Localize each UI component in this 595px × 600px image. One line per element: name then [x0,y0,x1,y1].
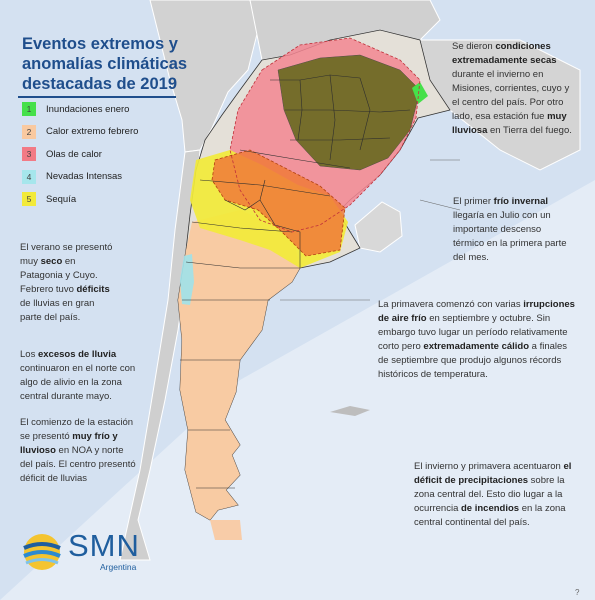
note-segment: durante el invierno en Misiones, corrien… [452,69,570,122]
legend-item: 3 Olas de calor [18,143,168,166]
page-title: Eventos extremos y anomalías climáticas … [22,34,192,94]
note-segment: en Patagonia y Cuyo. Febrero tuvo [20,256,98,295]
legend-label: Sequía [46,193,77,205]
legend-swatch: 5 [22,192,36,207]
smn-logo: SMN Argentina [20,528,180,576]
title-line-1: Eventos extremos y [22,35,178,53]
note-segment: sobre la zona central del. Esto dio luga… [414,475,565,514]
legend-swatch: 1 [22,102,36,117]
note-segment: continuaron en el norte con algo de aliv… [20,363,136,402]
note-segment: Los [20,349,38,360]
note-segment: en NOA y norte del país. El centro prese… [20,445,136,484]
note-segment: de lluvias en gran parte del país. [20,298,95,323]
note-primavera: La primavera comenzó con varias irrupcio… [378,298,576,382]
legend-swatch: 3 [22,147,36,162]
note-segment: en la zona central continental del país. [414,503,566,528]
note-segment: El comienzo de la estación se presentó [20,417,134,442]
note-segment: en septiembre y octubre. Sin embargo tuv… [378,313,568,352]
legend-label: Nevadas Intensas [46,171,123,183]
legend-item: 5 Sequía [18,188,168,211]
note-frio-invernal: El primer frío invernal llegaría en Juli… [453,195,573,265]
province-borders [180,74,411,489]
legend-item: 1 Inundaciones enero [18,98,168,121]
zone-overlap [212,150,345,256]
zone-nevadas [180,254,194,305]
note-otono: El comienzo de la estación se presentó m… [20,416,138,486]
tierra-del-fuego [210,520,242,540]
note-segment: muy lluviosa [452,111,567,136]
overlap-outline [211,149,346,257]
note-segment: El invierno y primavera acentuaron [414,461,564,472]
note-excesos-lluvia: Los excesos de lluvia continuaron en el … [20,348,138,404]
smn-wordmark: SMN [68,528,140,563]
title-divider [18,96,176,98]
note-segment: frío invernal [493,196,549,207]
zone-inundaciones [412,82,428,104]
note-verano: El verano se presentó muy seco en Patago… [20,241,116,325]
corner-mark: ? [575,588,580,597]
annotation-lines [280,159,461,301]
legend-item: 2 Calor extremo febrero [18,121,168,144]
note-segment: en Tierra del fuego. [487,125,572,136]
note-segment: irrupciones de aire frío [378,299,575,324]
smn-subtitle: Argentina [100,562,137,572]
note-segment: extremadamente cálido [423,341,530,352]
note-segment: muy frío y lluvioso [20,431,118,456]
legend-swatch: 4 [22,169,36,184]
zone-calor-extremo [178,210,300,520]
olas-de-calor-outline [229,37,421,233]
note-segment: seco [40,256,63,267]
note-segment: El primer [453,196,494,207]
note-segment: excesos de lluvia [37,349,117,360]
malvinas [330,406,370,416]
note-segment: a finales de septiembre que produjo algu… [378,341,568,380]
zone-seca-invierno [277,54,421,171]
legend: 1 Inundaciones enero 2 Calor extremo febrer… [18,98,168,211]
legend-label: Olas de calor [46,148,102,160]
note-segment: El verano se presentó muy [20,242,113,267]
note-deficit-precipitaciones: El invierno y primavera acentuaron el dé… [414,460,572,530]
legend-swatch: 2 [22,124,36,139]
title-line-3: destacadas de 2019 [22,75,178,93]
note-inverno-seco: Se dieron condiciones extremadamente sec… [452,40,578,138]
note-segment: llegaría en Julio con un importante desc… [453,210,567,263]
legend-label: Calor extremo febrero [46,126,139,138]
note-segment: condiciones extremadamente secas [452,41,557,66]
title-line-2: anomalías climáticas [22,55,188,73]
note-segment: de incendios [461,503,520,514]
legend-label: Inundaciones enero [46,103,130,115]
note-segment: Se dieron [452,41,496,52]
note-segment: el déficit de precipitaciones [414,461,572,486]
note-segment: La primavera comenzó con varias [378,299,524,310]
note-segment: déficits [76,284,110,295]
smn-logo-icon [23,534,61,570]
legend-item: 4 Nevadas Intensas [18,166,168,189]
